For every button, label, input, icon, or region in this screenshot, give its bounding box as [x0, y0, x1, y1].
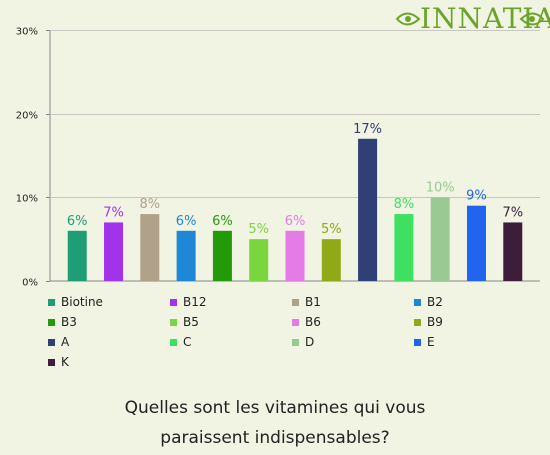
- bar-value-label: 7%: [502, 205, 523, 220]
- y-tick-label: 30%: [16, 27, 38, 38]
- legend-label: B9: [427, 315, 443, 329]
- legend-label: A: [61, 335, 70, 349]
- legend-swatch: [170, 338, 177, 346]
- y-tick-label: 10%: [16, 194, 38, 205]
- chart-title: Quelles sont les vitamines qui vous para…: [0, 393, 550, 453]
- bar-value-label: 8%: [140, 197, 161, 212]
- legend-label: B3: [61, 315, 77, 329]
- innatia-logo: [395, 2, 545, 36]
- bar-value-label: 9%: [466, 189, 487, 204]
- legend-swatch: [48, 318, 55, 326]
- legend-label: B12: [183, 295, 207, 309]
- bar-value-label: 6%: [285, 214, 306, 229]
- legend-swatch: [292, 338, 299, 346]
- bar-value-label: 17%: [353, 122, 382, 137]
- bar-value-label: 6%: [212, 214, 233, 229]
- legend-label: C: [183, 335, 192, 349]
- bar-a: [358, 138, 378, 281]
- bar-d: [430, 197, 450, 281]
- legend-item: E: [414, 332, 536, 352]
- legend-label: B6: [305, 315, 321, 329]
- legend-label: D: [305, 335, 315, 349]
- title-line-2: paraissent indispensables?: [160, 428, 390, 448]
- bar-value-label: 7%: [103, 205, 124, 220]
- chart-legend: Biotine B12 B1 B2 B3 B5 B6 B9 A C D E K: [48, 292, 528, 372]
- legend-swatch: [170, 298, 177, 306]
- legend-label: Biotine: [61, 295, 103, 309]
- legend-item: B5: [170, 312, 292, 332]
- bar-biotine: [67, 230, 87, 281]
- bar-e: [466, 205, 486, 281]
- legend-item: A: [48, 332, 170, 352]
- bar-value-label: 5%: [248, 222, 269, 237]
- bar-b6: [285, 230, 305, 281]
- legend-item: K: [48, 352, 170, 372]
- bar-b5: [249, 239, 269, 281]
- title-line-1: Quelles sont les vitamines qui vous: [124, 398, 426, 418]
- legend-label: E: [427, 335, 435, 349]
- legend-item: B1: [292, 292, 414, 312]
- legend-swatch: [414, 318, 421, 326]
- bar-b9: [321, 239, 341, 281]
- bar-value-label: 8%: [394, 197, 415, 212]
- legend-swatch: [48, 298, 55, 306]
- legend-item: D: [292, 332, 414, 352]
- legend-item: B9: [414, 312, 536, 332]
- legend-item: C: [170, 332, 292, 352]
- y-tick-label: 0%: [22, 278, 38, 289]
- legend-swatch: [48, 358, 55, 366]
- bar-value-label: 5%: [321, 222, 342, 237]
- legend-label: B5: [183, 315, 199, 329]
- legend-label: B2: [427, 295, 443, 309]
- legend-swatch: [48, 338, 55, 346]
- legend-item: B12: [170, 292, 292, 312]
- bar-b2: [176, 230, 196, 281]
- legend-item: B6: [292, 312, 414, 332]
- legend-label: K: [61, 355, 69, 369]
- bar-value-label: 6%: [67, 214, 88, 229]
- legend-swatch: [414, 338, 421, 346]
- legend-item: B2: [414, 292, 536, 312]
- legend-item: B3: [48, 312, 170, 332]
- legend-swatch: [414, 298, 421, 306]
- bar-value-label: 10%: [426, 180, 455, 195]
- bar-k: [503, 222, 523, 281]
- bar-b12: [104, 222, 124, 281]
- bar-b1: [140, 214, 160, 281]
- y-tick-label: 20%: [16, 111, 38, 122]
- logo-text: INNATIA: [420, 2, 550, 35]
- legend-item: Biotine: [48, 292, 170, 312]
- bar-b3: [212, 230, 232, 281]
- legend-label: B1: [305, 295, 321, 309]
- legend-swatch: [292, 298, 299, 306]
- bar-c: [394, 214, 414, 281]
- bar-value-label: 6%: [176, 214, 197, 229]
- legend-swatch: [170, 318, 177, 326]
- legend-swatch: [292, 318, 299, 326]
